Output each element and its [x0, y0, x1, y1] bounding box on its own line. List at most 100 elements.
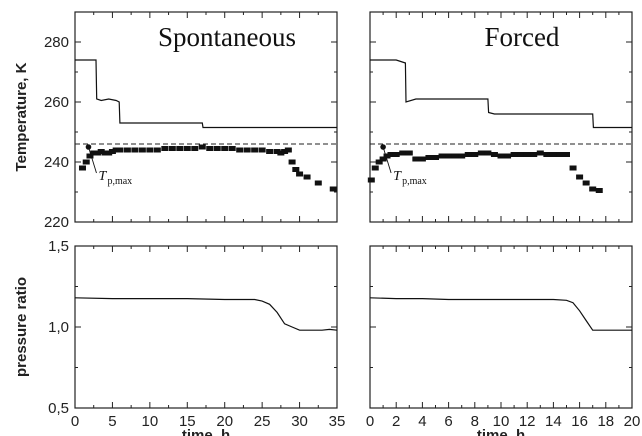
data-point	[78, 165, 86, 171]
data-point	[471, 152, 479, 157]
x-tick-label: 25	[254, 413, 271, 430]
x-tick-label: 6	[444, 413, 452, 430]
data-point	[595, 188, 603, 193]
x-tick-label: 10	[142, 413, 159, 430]
x-tick-label: 20	[624, 413, 641, 430]
data-point	[183, 146, 191, 151]
data-point	[198, 144, 206, 150]
data-point	[236, 147, 244, 153]
y-tick-label: 260	[44, 94, 69, 111]
x-tick-label: 5	[108, 413, 116, 430]
data-point	[383, 153, 391, 159]
data-point	[367, 177, 375, 183]
panel-title: Forced	[484, 22, 559, 52]
data-point	[168, 146, 176, 151]
data-point	[251, 147, 259, 153]
series-line	[74, 297, 338, 331]
data-point	[206, 146, 214, 151]
data-point	[582, 180, 590, 186]
data-point	[153, 147, 161, 153]
data-point	[138, 147, 146, 153]
data-point	[589, 186, 597, 192]
data-point	[530, 152, 538, 157]
data-point	[399, 150, 407, 156]
x-tick-label: 10	[493, 413, 510, 430]
data-point	[97, 149, 105, 154]
panel-title: Spontaneous	[158, 22, 296, 52]
x-tick-label: 8	[471, 413, 479, 430]
data-point	[108, 149, 116, 154]
data-point	[418, 156, 426, 162]
data-point	[101, 150, 109, 156]
y-axis-title: Temperature, K	[13, 62, 30, 171]
data-point	[569, 165, 577, 171]
x-tick-label: 18	[597, 413, 614, 430]
data-point	[484, 150, 492, 156]
data-point	[497, 153, 505, 159]
series-line	[370, 59, 632, 129]
x-tick-label: 0	[366, 413, 374, 430]
data-point	[464, 152, 472, 157]
data-point	[303, 174, 311, 180]
data-point	[510, 152, 518, 157]
data-point	[387, 152, 395, 157]
data-point	[90, 150, 98, 156]
data-point	[86, 153, 94, 159]
data-point	[371, 165, 379, 171]
data-point	[375, 159, 383, 165]
data-point	[549, 152, 557, 157]
data-point	[292, 167, 300, 172]
data-point	[517, 152, 525, 157]
x-tick-label: 14	[545, 413, 562, 430]
x-tick-label: 20	[216, 413, 233, 430]
data-point	[504, 153, 512, 159]
data-point	[277, 150, 285, 156]
data-point	[543, 152, 551, 157]
data-point	[284, 147, 292, 153]
series-line	[369, 297, 632, 331]
x-tick-label: 15	[179, 413, 196, 430]
data-point	[451, 153, 459, 159]
panel-bottom-right: 0 2 4 6 8 10 12 14 16 18 20 time, h	[366, 245, 641, 436]
data-point	[412, 156, 420, 162]
data-point	[112, 147, 120, 153]
y-tick-label: 1,0	[48, 319, 69, 336]
data-point	[576, 174, 584, 180]
data-point	[536, 150, 544, 156]
data-point	[131, 147, 139, 153]
data-point	[563, 152, 570, 157]
panel-top-left: 220 240 260 280 Temperature, K Spontaneous T p,…	[13, 11, 338, 231]
data-point	[258, 147, 266, 153]
annotation-label: T	[98, 169, 107, 184]
data-point	[490, 152, 498, 157]
panel-bottom-left: 0,5 1,0 1,5 0 5 10 15 20 25 30 35 pressure ratio tim…	[13, 238, 345, 436]
y-tick-label: 280	[44, 34, 69, 51]
data-point	[556, 152, 564, 157]
x-tick-label: 4	[418, 413, 426, 430]
data-point	[329, 186, 337, 192]
data-point	[432, 155, 439, 160]
y-tick-label: 0,5	[48, 400, 69, 417]
panel-frame	[74, 245, 338, 409]
y-tick-label: 220	[44, 214, 69, 231]
data-point	[191, 146, 199, 151]
y-tick-label: 1,5	[48, 238, 69, 255]
series-line	[75, 59, 337, 129]
data-point	[123, 147, 131, 153]
x-tick-label: 2	[392, 413, 400, 430]
data-point	[221, 146, 229, 151]
x-tick-label: 0	[71, 413, 79, 430]
data-point	[82, 159, 90, 165]
data-point	[379, 156, 387, 162]
x-axis-title: time, h	[182, 427, 230, 436]
data-point	[105, 150, 113, 156]
x-tick-label: 30	[291, 413, 308, 430]
data-point	[477, 150, 485, 156]
y-axis-title: pressure ratio	[13, 277, 30, 377]
x-tick-label: 16	[571, 413, 588, 430]
panel-frame	[369, 245, 633, 409]
data-point	[146, 147, 154, 153]
annotation-leader	[382, 146, 392, 174]
annotation-leader	[88, 146, 97, 174]
